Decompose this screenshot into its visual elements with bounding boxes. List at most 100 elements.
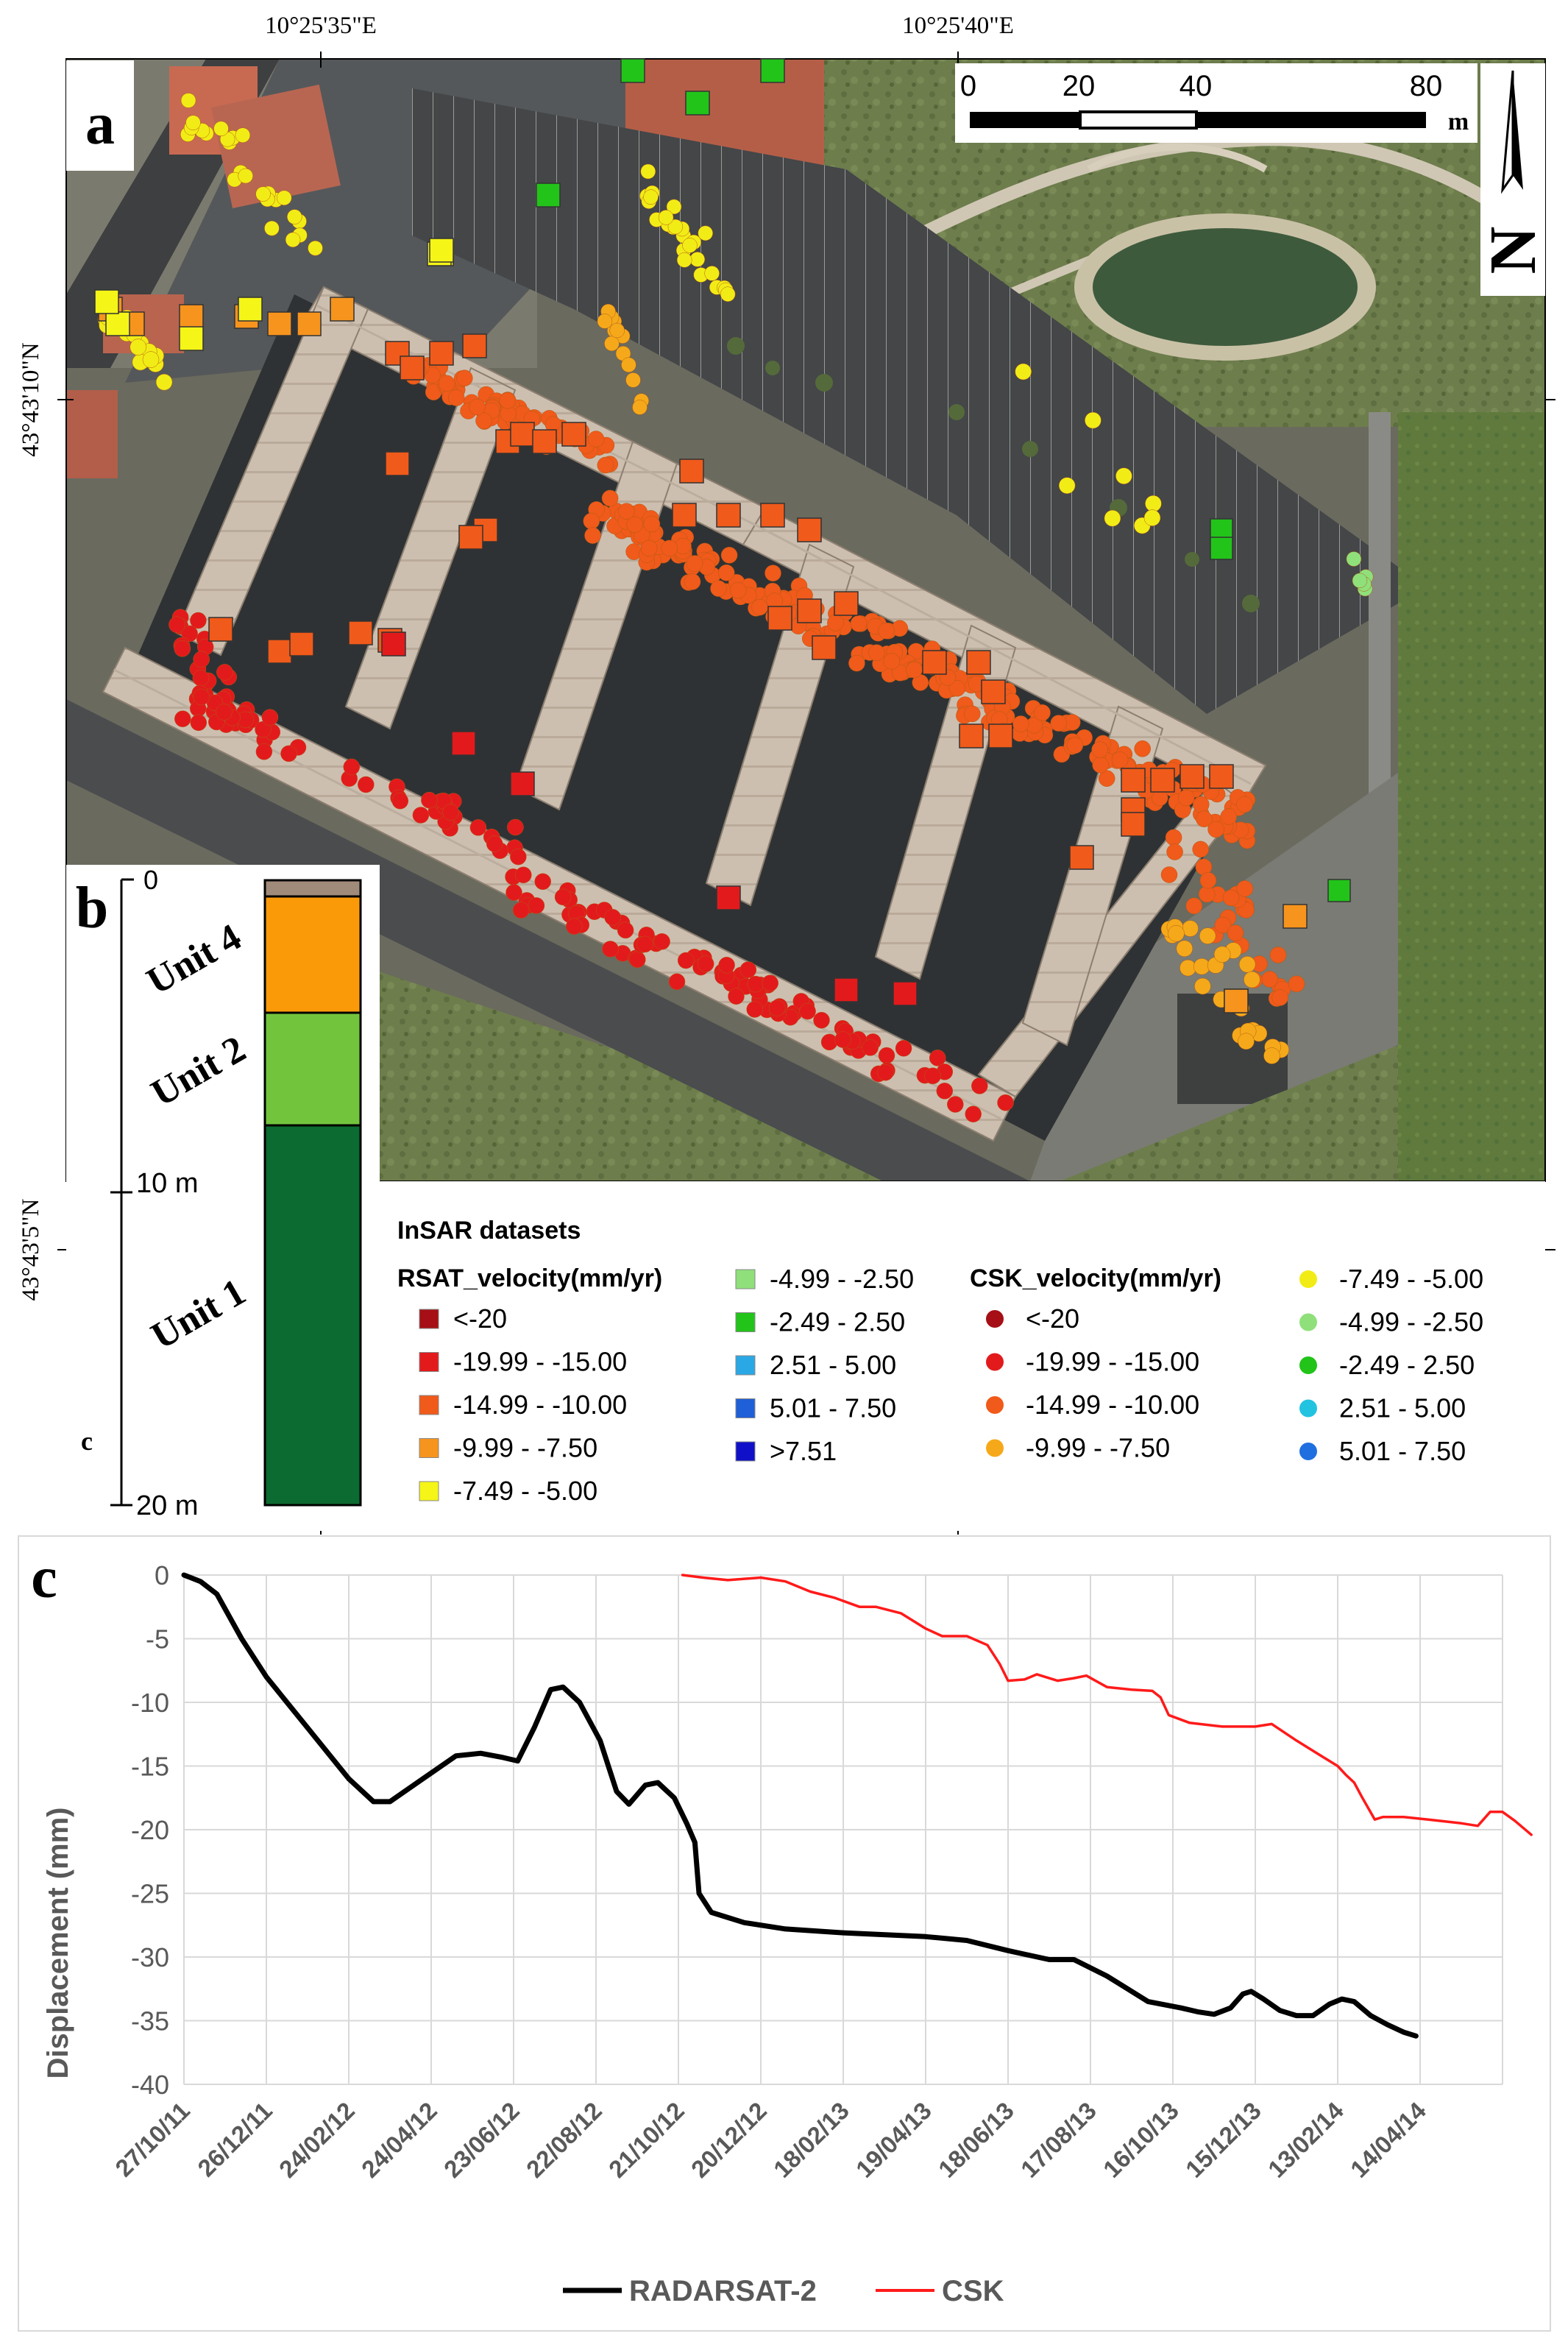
csk-point	[1220, 808, 1237, 825]
legend-label-radarsat: RADARSAT-2	[629, 2275, 817, 2307]
csk-point	[1034, 704, 1051, 721]
legend-csk-label-3: -9.99 - -7.50	[1026, 1433, 1170, 1463]
chart-legend: RADARSAT-2 CSK	[563, 2275, 1004, 2307]
csk-point	[1166, 843, 1183, 860]
csk-point	[834, 1031, 851, 1048]
top-coord-right: 10°25'40"E	[902, 13, 1014, 39]
csk-point	[698, 225, 713, 241]
csk-point	[1193, 796, 1210, 813]
depth-label-10: 10 m	[136, 1168, 198, 1199]
csk-point	[180, 93, 196, 108]
legend-rsat-label-3: -9.99 - -7.50	[453, 1433, 597, 1463]
csk-point	[658, 210, 674, 225]
csk-point	[1269, 946, 1287, 963]
rsat-point	[451, 731, 476, 756]
scale-tick-20: 20	[1063, 70, 1096, 102]
rsat-point	[988, 723, 1013, 749]
csk-point	[447, 389, 465, 406]
csk-point	[1104, 509, 1121, 527]
legend-rsat-swatch-1	[419, 1352, 439, 1372]
csk-point	[185, 115, 201, 130]
rsat-point	[105, 311, 130, 336]
panel-c-frame	[18, 1535, 1551, 2332]
csk-point	[285, 232, 301, 248]
csk-point	[412, 807, 430, 824]
csk-point	[640, 539, 658, 557]
csk-point	[643, 515, 661, 533]
csk-point	[583, 512, 600, 530]
csk-point	[768, 999, 786, 1016]
csk-point	[1227, 924, 1244, 941]
rsat-point	[1209, 764, 1234, 789]
csk-point	[280, 745, 297, 762]
csk-point	[1261, 971, 1278, 988]
rsat-point	[834, 977, 859, 1002]
csk-point	[964, 705, 981, 723]
panel-a-label: a	[85, 92, 115, 157]
legend-box	[380, 1181, 1545, 1531]
csk-point	[878, 1047, 895, 1064]
csk-point	[155, 373, 173, 391]
csk-point	[626, 516, 643, 534]
legend-csk-swatch-8	[1299, 1443, 1317, 1460]
csk-point	[668, 973, 686, 991]
legend-csk-swatch-6	[1299, 1356, 1317, 1374]
csk-point	[629, 951, 646, 969]
y-tick-label: -25	[131, 1879, 169, 1909]
legend-label-csk: CSK	[942, 2275, 1004, 2307]
scale-tick-40: 40	[1179, 70, 1213, 102]
csk-point	[192, 670, 210, 687]
rsat-point	[1121, 812, 1146, 837]
csk-point	[469, 398, 486, 416]
csk-point	[1145, 495, 1162, 512]
csk-point	[878, 622, 895, 640]
csk-point	[1115, 467, 1132, 484]
csk-point	[720, 286, 736, 302]
csk-point	[597, 314, 613, 329]
y-tick-label: -15	[131, 1752, 169, 1782]
scale-unit: m	[1448, 108, 1469, 135]
csk-point	[848, 654, 865, 672]
csk-point	[1214, 916, 1232, 934]
csk-point	[1085, 411, 1101, 429]
csk-point	[505, 884, 522, 901]
left-coord-lower: 43°43'5"N	[18, 1198, 44, 1301]
legend-csk-swatch-3	[986, 1439, 1004, 1457]
csk-point	[1178, 789, 1195, 807]
csk-point	[868, 644, 885, 662]
csk-point	[1092, 757, 1109, 774]
csk-point	[739, 961, 757, 978]
csk-point	[827, 615, 844, 631]
csk-point	[604, 336, 620, 352]
panel-b-corner-label: c	[81, 1426, 93, 1456]
panel-c-label: c	[31, 1546, 57, 1610]
rsat-point	[94, 289, 119, 314]
insar-legend: InSAR datasets RSAT_velocity(mm/yr) CSK_…	[397, 1217, 1483, 1506]
csk-point	[216, 664, 233, 681]
rsat-point	[812, 635, 837, 660]
csk-point	[499, 392, 517, 409]
csk-point	[1176, 940, 1193, 958]
csk-point	[625, 372, 641, 388]
csk-point	[475, 412, 492, 429]
legend-csk-title: CSK_velocity(mm/yr)	[970, 1264, 1221, 1292]
csk-point	[255, 743, 273, 760]
scale-bar: 0 20 40 80 m	[955, 63, 1477, 143]
csk-point	[584, 527, 601, 544]
csk-point	[947, 1096, 964, 1113]
csk-point	[1058, 477, 1076, 494]
csk-point	[213, 121, 229, 137]
csk-point	[601, 489, 619, 507]
legend-csk-swatch-4	[1299, 1270, 1317, 1288]
rsat-point	[179, 326, 204, 351]
csk-point	[1236, 796, 1253, 813]
csk-point	[1196, 810, 1213, 827]
panel-b-label: b	[76, 876, 109, 941]
legend-rsat-label-0: <-20	[453, 1303, 507, 1334]
rsat-point	[679, 459, 704, 484]
rsat-point	[893, 981, 918, 1006]
csk-point	[1015, 363, 1032, 381]
csk-point	[512, 902, 530, 919]
csk-point	[168, 616, 185, 633]
rsat-point	[1210, 537, 1233, 560]
